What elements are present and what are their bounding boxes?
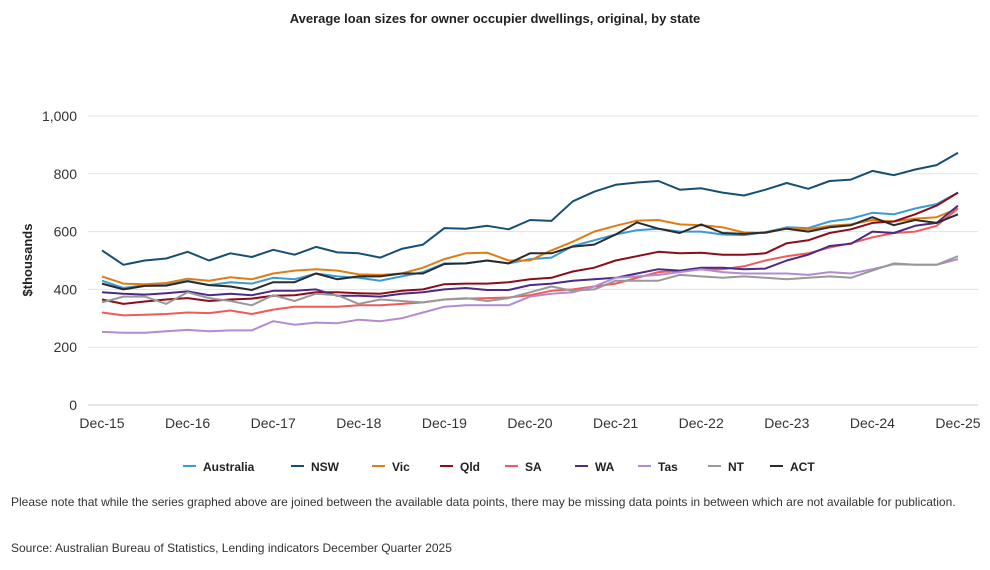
y-axis-label: $thousands [20, 224, 35, 297]
y-tick-label: 400 [54, 281, 78, 297]
x-tick-label: Dec-19 [422, 415, 467, 431]
legend-label: Australia [203, 460, 255, 474]
x-tick-label: Dec-16 [165, 415, 210, 431]
x-tick-label: Dec-15 [79, 415, 124, 431]
y-tick-label: 0 [69, 397, 77, 413]
legend-label: Qld [460, 460, 480, 474]
series-line-australia [101, 191, 959, 289]
y-tick-label: 800 [54, 166, 78, 182]
series-line-qld [101, 191, 959, 305]
x-tick-label: Dec-21 [593, 415, 638, 431]
x-tick-label: Dec-25 [935, 415, 980, 431]
legend-label: Vic [392, 460, 410, 474]
series-line-vic [101, 207, 959, 286]
series-line-wa [101, 204, 959, 298]
legend-label: Tas [658, 460, 678, 474]
disclaimer-note: Please note that while the series graphe… [11, 495, 956, 509]
series-line-nsw [101, 151, 959, 266]
x-tick-label: Dec-20 [507, 415, 552, 431]
y-tick-label: 600 [54, 224, 78, 240]
legend-label: ACT [790, 460, 815, 474]
legend-label: NT [728, 460, 745, 474]
x-tick-label: Dec-18 [336, 415, 381, 431]
x-tick-label: Dec-24 [850, 415, 895, 431]
source-note: Source: Australian Bureau of Statistics,… [11, 541, 452, 555]
series-line-tas [101, 258, 959, 334]
chart-title: Average loan sizes for owner occupier dw… [289, 11, 701, 26]
x-tick-label: Dec-22 [679, 415, 724, 431]
x-tick-label: Dec-17 [251, 415, 296, 431]
y-tick-label: 200 [54, 339, 78, 355]
y-tick-label: 1,000 [42, 108, 77, 124]
line-chart: 0 200 400 600 800 1,000 Dec-15 Dec-16 Dec-17 Dec-… [20, 108, 981, 474]
series-line-act [101, 213, 959, 291]
legend-label: SA [525, 460, 542, 474]
series-line-nt [101, 255, 959, 307]
legend-label: WA [595, 460, 615, 474]
legend-label: NSW [311, 460, 340, 474]
x-tick-label: Dec-23 [764, 415, 809, 431]
